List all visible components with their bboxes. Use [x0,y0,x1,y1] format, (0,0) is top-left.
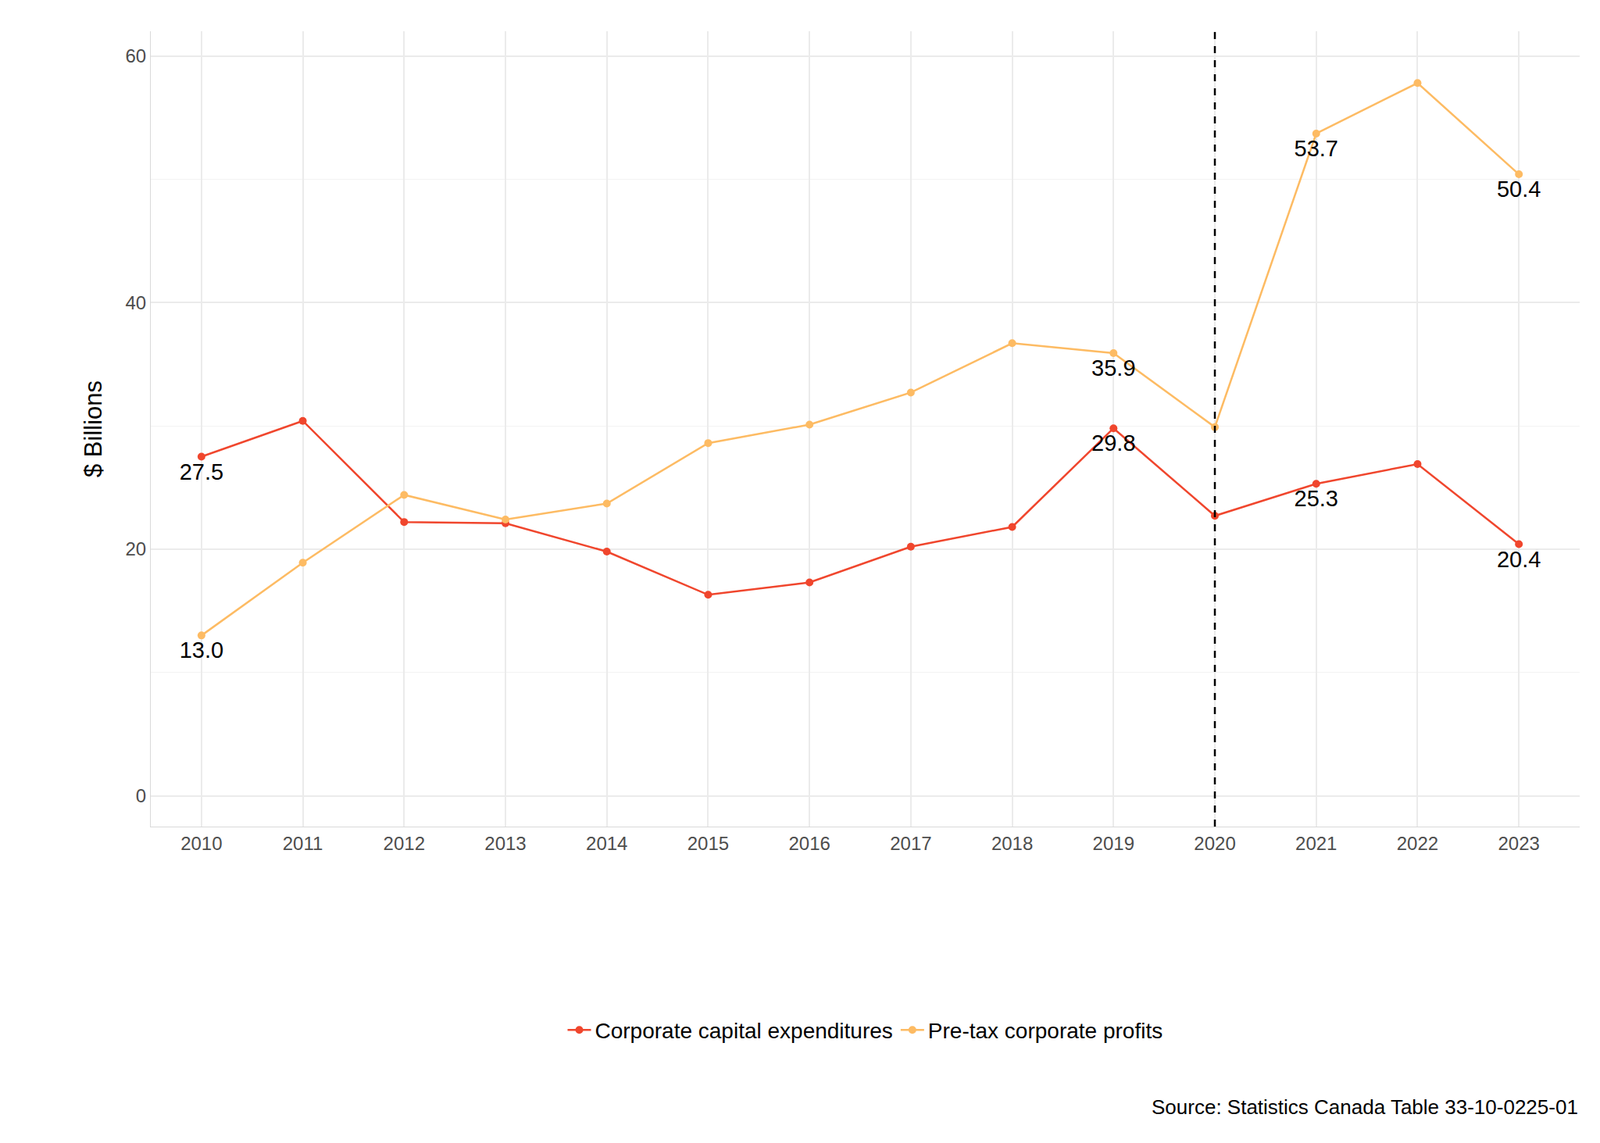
svg-text:2020: 2020 [1193,832,1236,854]
svg-text:53.7: 53.7 [1294,135,1339,161]
svg-text:2018: 2018 [991,832,1033,854]
svg-text:0: 0 [135,785,147,807]
svg-text:2012: 2012 [383,832,425,854]
svg-text:2021: 2021 [1295,832,1337,854]
svg-text:2023: 2023 [1497,832,1540,854]
svg-text:20: 20 [125,538,147,560]
svg-text:2015: 2015 [687,832,729,854]
svg-text:$ Billions: $ Billions [79,380,108,478]
svg-text:60: 60 [125,45,147,67]
svg-text:2017: 2017 [889,832,932,854]
svg-text:2019: 2019 [1092,832,1135,854]
svg-text:29.8: 29.8 [1091,430,1136,456]
svg-text:13.0: 13.0 [179,637,224,663]
svg-text:Source: Statistics Canada Tabl: Source: Statistics Canada Table 33-10-02… [1151,1095,1579,1119]
svg-text:2016: 2016 [788,832,830,854]
svg-text:2011: 2011 [282,832,324,854]
svg-text:27.5: 27.5 [179,459,224,485]
svg-text:2013: 2013 [484,832,526,854]
svg-text:35.9: 35.9 [1091,355,1136,381]
svg-text:40: 40 [125,292,147,314]
svg-text:Pre-tax corporate profits: Pre-tax corporate profits [928,1018,1163,1043]
svg-text:2022: 2022 [1396,832,1439,854]
svg-text:2014: 2014 [585,832,628,854]
svg-text:Corporate capital expenditures: Corporate capital expenditures [595,1018,893,1043]
svg-text:50.4: 50.4 [1496,176,1541,202]
svg-text:20.4: 20.4 [1496,546,1541,572]
svg-text:2010: 2010 [180,832,222,854]
svg-text:25.3: 25.3 [1294,485,1339,511]
